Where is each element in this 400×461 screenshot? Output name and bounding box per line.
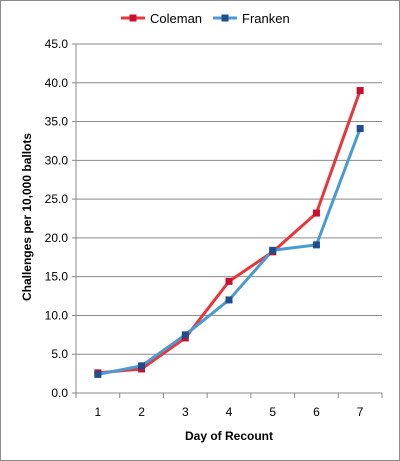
x-tick-labels: 1 2 3 4 5 6 7 bbox=[95, 405, 364, 419]
series-line-franken bbox=[97, 128, 362, 376]
legend: Coleman Franken bbox=[121, 11, 290, 26]
y-tick-label: 15.0 bbox=[45, 270, 69, 284]
x-tick-label: 5 bbox=[269, 405, 276, 419]
y-tick-label: 40.0 bbox=[45, 76, 69, 90]
y-tick-label: 35.0 bbox=[45, 115, 69, 129]
data-point-coleman bbox=[312, 209, 320, 217]
y-tick-label: 0.0 bbox=[51, 386, 68, 400]
x-tick-label: 3 bbox=[182, 405, 189, 419]
data-point-franken bbox=[181, 331, 189, 339]
data-point-franken bbox=[94, 370, 102, 378]
data-point-franken bbox=[138, 362, 146, 370]
series-markers bbox=[94, 87, 364, 378]
y-tick-label: 30.0 bbox=[45, 153, 69, 167]
y-tick-label: 10.0 bbox=[45, 308, 69, 322]
legend-marker-coleman bbox=[129, 14, 137, 22]
gridlines bbox=[76, 43, 382, 355]
x-tick-label: 4 bbox=[226, 405, 233, 419]
data-point-franken bbox=[356, 125, 364, 133]
y-tick-label: 25.0 bbox=[45, 192, 69, 206]
data-point-coleman bbox=[225, 277, 233, 285]
series-lines bbox=[97, 90, 362, 376]
data-point-coleman bbox=[356, 87, 364, 95]
x-tick-label: 1 bbox=[95, 405, 102, 419]
y-tick-label: 20.0 bbox=[45, 231, 69, 245]
y-tick-labels: 0.0 5.0 10.0 15.0 20.0 25.0 30.0 35.0 40.0 45.0 bbox=[45, 37, 69, 400]
legend-marker-franken bbox=[221, 14, 229, 22]
x-tick-label: 6 bbox=[313, 405, 320, 419]
data-point-franken bbox=[312, 241, 320, 249]
legend-label-coleman: Coleman bbox=[150, 11, 202, 26]
y-tick-label: 5.0 bbox=[51, 347, 68, 361]
x-axis-title: Day of Recount bbox=[185, 429, 273, 443]
data-point-franken bbox=[269, 246, 277, 254]
axes bbox=[72, 43, 383, 398]
y-axis-title: Challenges per 10,000 ballots bbox=[20, 133, 34, 301]
x-tick-label: 7 bbox=[357, 405, 364, 419]
legend-label-franken: Franken bbox=[242, 11, 290, 26]
y-tick-label: 45.0 bbox=[45, 37, 69, 51]
x-tick-label: 2 bbox=[138, 405, 145, 419]
data-point-franken bbox=[225, 296, 233, 304]
